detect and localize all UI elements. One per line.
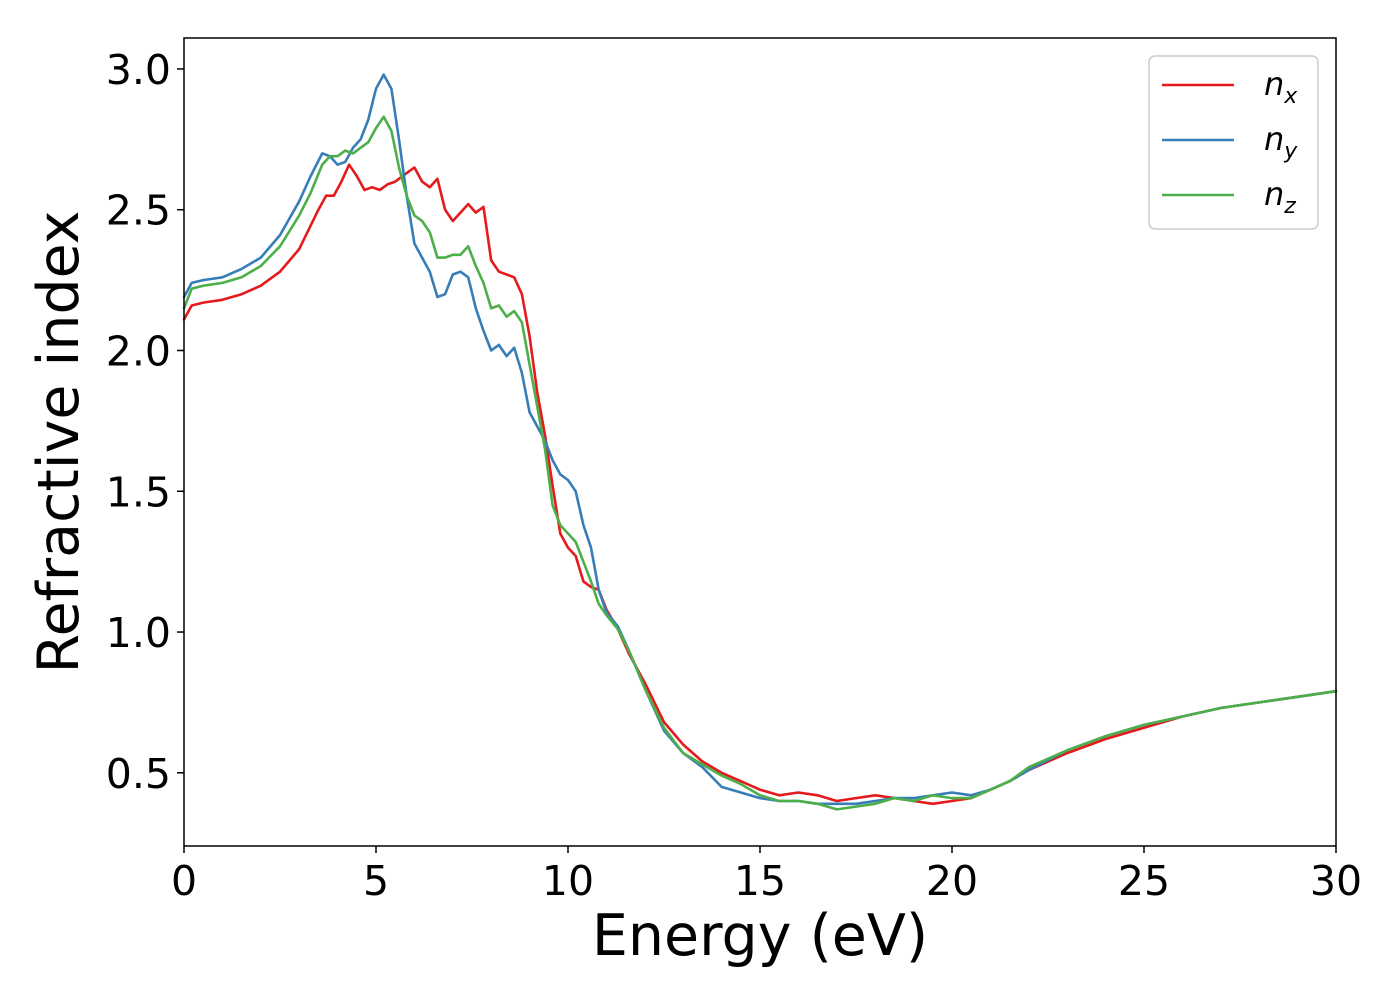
y-tick-label: 0.5 xyxy=(106,750,171,798)
legend-box xyxy=(1148,55,1319,230)
legend-label-n-y: ny xyxy=(1264,120,1298,164)
x-axis-title: Energy (eV) xyxy=(592,903,928,969)
y-axis-ticks: 0.5 1.0 1.5 2.0 2.5 3.0 xyxy=(106,46,184,798)
x-tick-label: 10 xyxy=(542,857,594,905)
y-tick-label: 1.5 xyxy=(106,468,171,516)
x-tick-label: 15 xyxy=(734,857,786,905)
y-axis-title: Refractive index xyxy=(26,211,92,674)
plot-lines xyxy=(182,73,1338,811)
x-tick-label: 25 xyxy=(1118,857,1170,905)
x-tick-label: 5 xyxy=(363,857,389,905)
x-tick-label: 0 xyxy=(171,857,197,905)
y-tick-label: 2.0 xyxy=(106,328,171,376)
x-tick-label: 20 xyxy=(926,857,978,905)
y-tick-label: 3.0 xyxy=(106,46,171,94)
x-axis-ticks: 0 5 10 15 20 25 30 xyxy=(171,846,1362,905)
legend-label-n-z: nz xyxy=(1264,175,1296,219)
x-tick-label: 30 xyxy=(1310,857,1362,905)
series-line-n-x xyxy=(182,163,1338,806)
legend: nx ny nz xyxy=(1148,55,1319,230)
y-tick-label: 1.0 xyxy=(106,609,171,657)
legend-label-n-x: nx xyxy=(1264,65,1298,109)
series-line-n-z xyxy=(182,115,1338,811)
y-tick-label: 2.5 xyxy=(106,187,171,235)
